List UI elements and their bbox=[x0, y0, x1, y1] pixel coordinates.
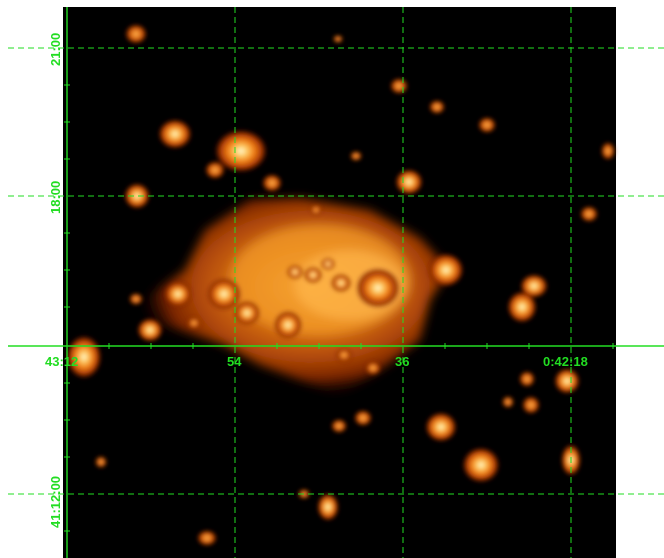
dec-label: 41:12:00 bbox=[48, 476, 63, 528]
point-sources bbox=[66, 24, 615, 546]
ra-label: 36 bbox=[395, 354, 409, 369]
dec-label: 18:00 bbox=[48, 181, 63, 214]
axis-ticks bbox=[64, 84, 614, 532]
ra-label: 43:12 bbox=[45, 354, 78, 369]
ra-label: 54 bbox=[227, 354, 242, 369]
dec-label: 21:00 bbox=[48, 33, 63, 66]
coordinate-grid bbox=[8, 7, 664, 558]
ra-label: 0:42:18 bbox=[543, 354, 588, 369]
